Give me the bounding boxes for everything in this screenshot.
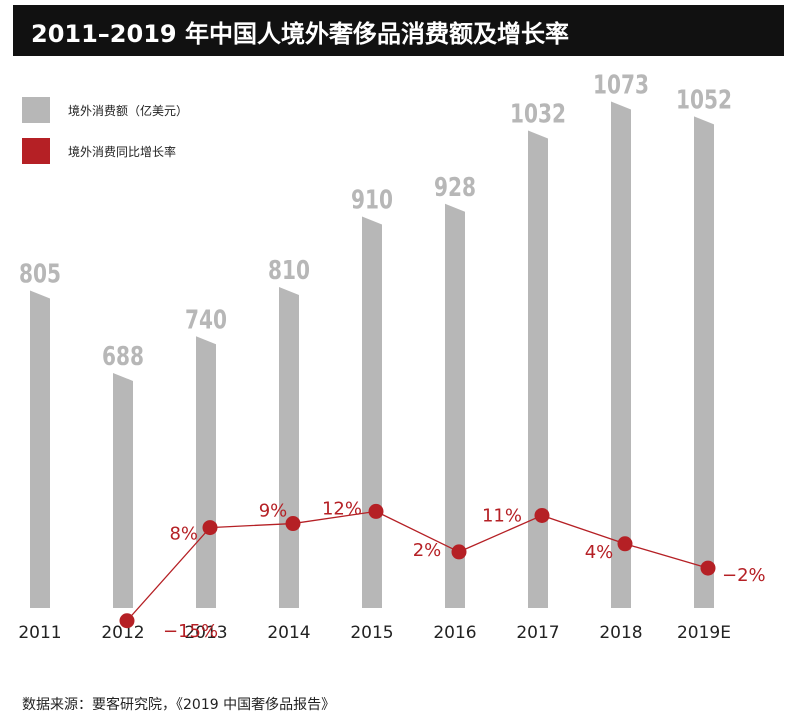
growth-label-2016: 2%: [413, 540, 442, 561]
chart-title: 2011–2019 年中国人境外奢侈品消费额及增长率: [31, 20, 569, 48]
bar-2015: [362, 216, 382, 608]
x-tick-label-2018: 2018: [599, 623, 642, 643]
growth-point-2019E: [700, 560, 716, 576]
bar-value-label-2011: 805: [19, 258, 61, 289]
growth-label-2013: 8%: [169, 524, 198, 545]
bar-2012: [113, 372, 133, 608]
growth-line: [126, 510, 709, 622]
growth-point-2018: [617, 536, 633, 552]
growth-point-2017: [534, 507, 550, 523]
source-note: 数据来源：要客研究院，《2019 中国奢侈品报告》: [22, 697, 336, 713]
growth-label-2014: 9%: [259, 501, 288, 522]
legend-label-amount: 境外消费额（亿美元）: [68, 103, 189, 118]
bar-value-label-2018: 1073: [593, 69, 649, 100]
bar-value-label-2015: 910: [351, 184, 393, 215]
bar-2019E: [694, 116, 714, 608]
bar-2016: [445, 203, 465, 608]
x-tick-label-2013: 2013: [184, 623, 227, 643]
x-tick-label-2014: 2014: [267, 623, 310, 643]
growth-point-2015: [368, 503, 384, 519]
bar-value-label-2012: 688: [102, 340, 144, 371]
growth-point-2014: [285, 516, 301, 532]
bar-value-label-2014: 810: [268, 254, 310, 285]
title-bar: 2011–2019 年中国人境外奢侈品消费额及增长率: [13, 5, 784, 56]
x-tick-label-2019E: 2019E: [677, 623, 731, 643]
bar-2018: [611, 101, 631, 608]
bar-value-label-2019E: 1052: [676, 84, 732, 115]
growth-label-2018: 4%: [585, 542, 614, 563]
x-tick-label-2016: 2016: [433, 623, 476, 643]
x-tick-label-2011: 2011: [18, 623, 61, 643]
growth-point-2012: [119, 613, 135, 629]
legend-item-growth: 境外消费同比增长率: [22, 138, 176, 164]
legend-swatch-growth: [22, 138, 50, 164]
growth-label-2015: 12%: [322, 498, 362, 519]
bar-2011: [30, 290, 50, 608]
bar-value-label-2013: 740: [185, 304, 227, 335]
growth-point-2013: [202, 520, 218, 536]
growth-point-2016: [451, 544, 467, 560]
bar-2017: [528, 130, 548, 608]
x-tick-label-2015: 2015: [350, 623, 393, 643]
growth-label-2012: −15%: [163, 621, 218, 642]
x-tick-label-2017: 2017: [516, 623, 559, 643]
legend-item-amount: 境外消费额（亿美元）: [22, 97, 188, 123]
bar-2014: [279, 286, 299, 608]
bar-value-label-2016: 928: [434, 171, 476, 202]
growth-label-2017: 11%: [482, 505, 522, 526]
bar-value-label-2017: 1032: [510, 98, 566, 129]
legend-label-growth: 境外消费同比增长率: [68, 144, 177, 159]
legend-swatch-amount: [22, 97, 50, 123]
growth-label-2019E: −2%: [722, 565, 766, 586]
x-tick-label-2012: 2012: [101, 623, 144, 643]
bar-2013: [196, 336, 216, 608]
